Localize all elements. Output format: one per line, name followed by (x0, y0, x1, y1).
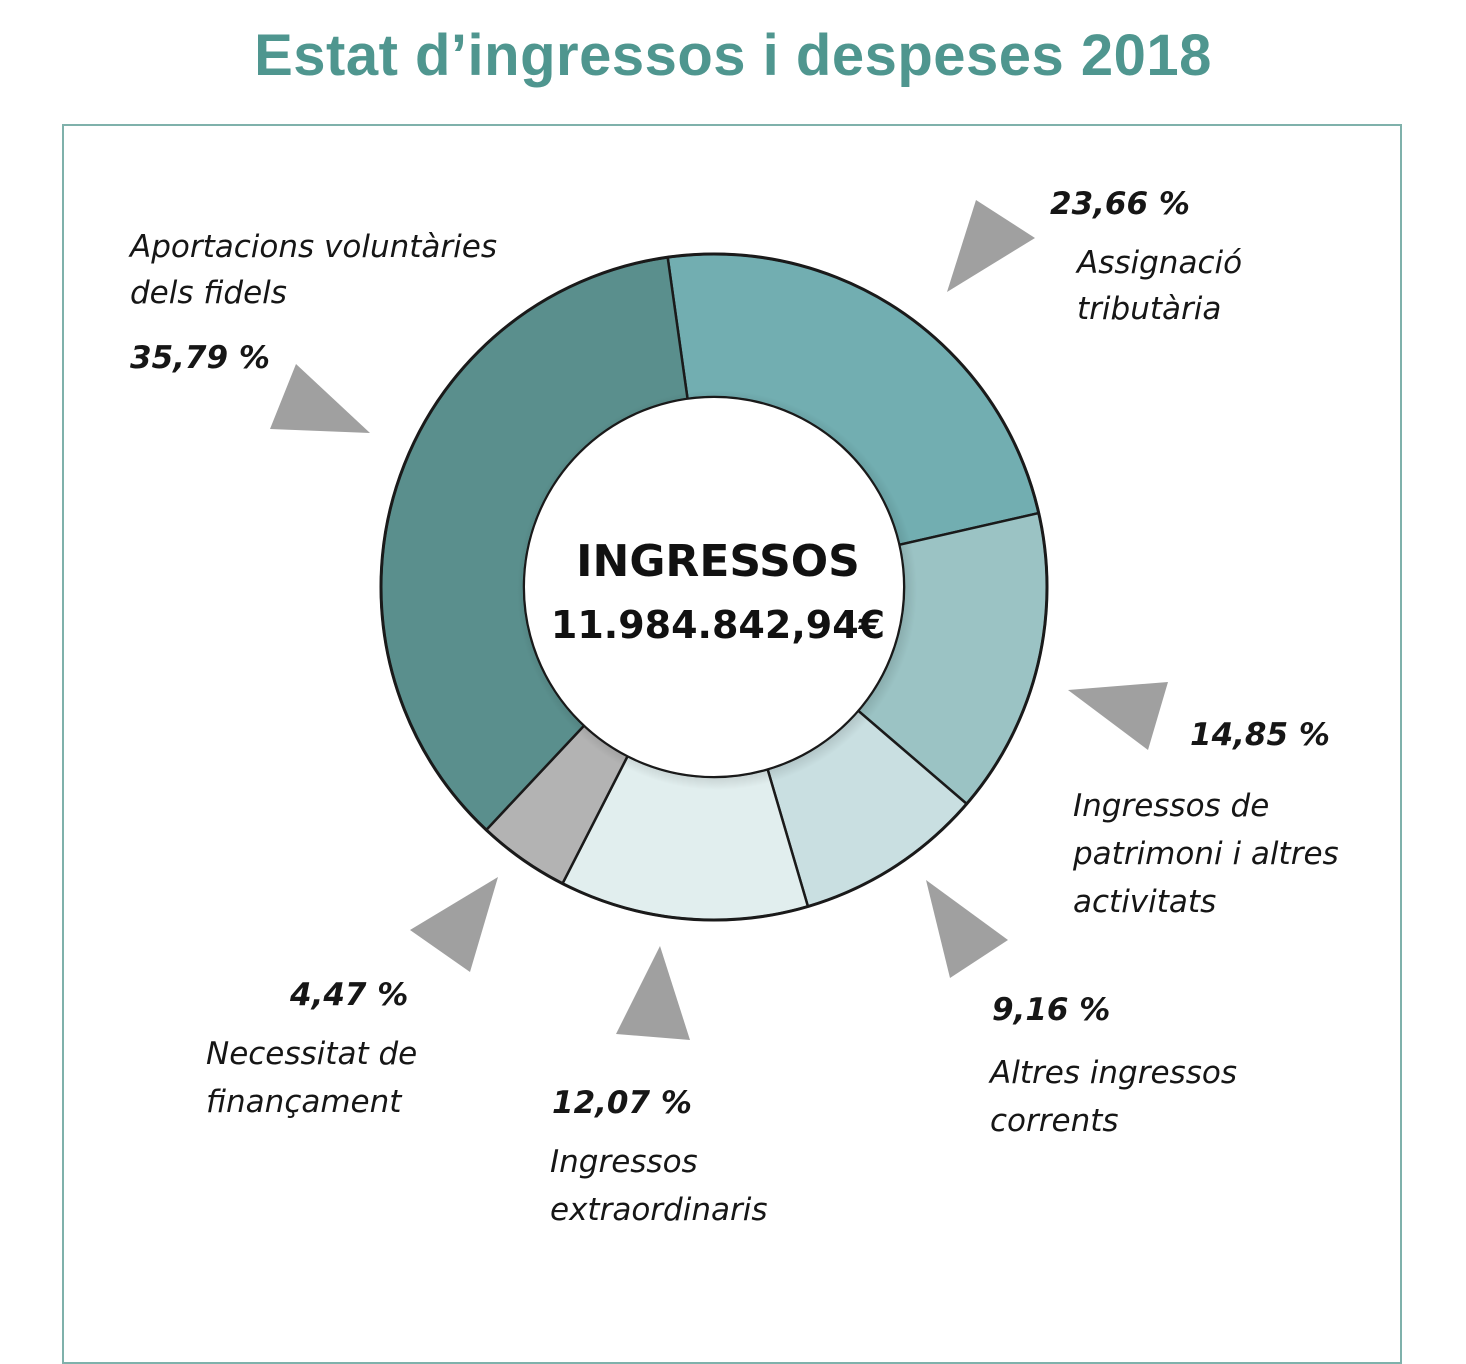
page-title: Estat d’ingressos i despeses 2018 (254, 23, 1212, 88)
category-label-line: patrimoni i altres (1072, 836, 1339, 872)
category-label-4: Altres ingressos corrents (988, 1055, 1237, 1139)
category-label-line: Altres ingressos (988, 1055, 1237, 1091)
category-label-line: Ingressos (550, 1144, 698, 1180)
category-label-3: Ingressos de patrimoni i altres activitats (1072, 788, 1339, 920)
category-label-line: extraordinaris (550, 1192, 767, 1228)
callout-arrow-2 (947, 200, 1035, 292)
callout-arrow-1 (270, 364, 370, 433)
callout-arrow-5 (616, 946, 690, 1040)
donut-outline (379, 252, 1049, 922)
category-label-line: Ingressos de (1073, 788, 1269, 824)
slice-labels: 35,79 % Aportacions voluntàries dels fidel… (128, 186, 1339, 1228)
category-label-line: corrents (990, 1103, 1119, 1139)
category-label-1: Aportacions voluntàries dels fidels (128, 229, 497, 311)
value-label-1: 35,79 % (130, 340, 270, 376)
value-label-4: 9,16 % (992, 992, 1110, 1028)
value-label-2: 23,66 % (1050, 186, 1190, 222)
category-label-line: Necessitat de (206, 1036, 417, 1072)
callout-arrow-4 (926, 880, 1008, 978)
callout-arrows (270, 200, 1168, 1040)
category-label-2: Assignació tributària (1075, 245, 1242, 327)
value-label-6: 4,47 % (289, 977, 408, 1013)
category-label-line: tributària (1077, 291, 1221, 327)
category-label-line: Aportacions voluntàries (128, 229, 497, 265)
donut-slices (379, 252, 1049, 922)
callout-arrow-3 (1068, 682, 1168, 750)
category-label-line: activitats (1073, 884, 1216, 920)
category-label-line: Assignació (1075, 245, 1242, 281)
category-label-6: Necessitat de finançament (206, 1036, 417, 1120)
value-label-3: 14,85 % (1190, 717, 1330, 753)
value-label-5: 12,07 % (552, 1085, 692, 1121)
category-label-5: Ingressos extraordinaris (550, 1144, 767, 1228)
donut-hole (523, 396, 905, 778)
category-label-line: dels fidels (130, 275, 287, 311)
callout-arrow-6 (410, 877, 498, 972)
category-label-line: finançament (206, 1084, 403, 1120)
center-value: 11.984.842,94€ (551, 603, 885, 647)
center-title: INGRESSOS (576, 536, 860, 587)
